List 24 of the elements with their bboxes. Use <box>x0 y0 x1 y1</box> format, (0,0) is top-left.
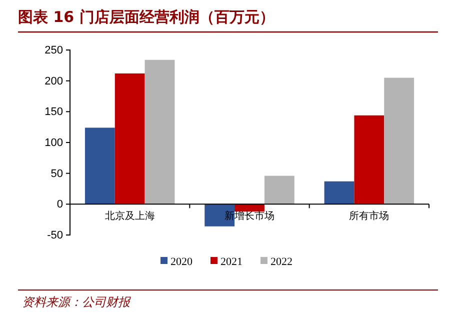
bar <box>144 60 175 204</box>
y-tick-label: 100 <box>44 137 63 150</box>
y-tick-label: 200 <box>44 75 63 88</box>
bar <box>354 115 384 204</box>
y-tick-label: 50 <box>50 168 63 180</box>
text: 资料来源：公司财报 <box>22 295 131 309</box>
y-tick-label: 250 <box>44 44 63 57</box>
bar <box>264 176 294 204</box>
chart-title: 图表 16 门店层面经营利润（百万元） <box>18 8 274 26</box>
x-tick-label: 新增长市场 <box>224 210 274 222</box>
bar <box>234 204 264 212</box>
y-tick-label: 150 <box>44 106 63 118</box>
y-tick-label: 0 <box>56 198 63 211</box>
bar <box>324 181 354 204</box>
legend-label: 2020 <box>170 256 193 268</box>
legend-label: 2022 <box>270 256 292 268</box>
bar <box>84 128 115 204</box>
x-tick-label: 所有市场 <box>349 210 390 222</box>
y-tick-label: -50 <box>47 230 63 242</box>
x-tick-label: 北京及上海 <box>104 210 155 222</box>
bar <box>114 73 145 204</box>
legend-label: 2021 <box>220 256 242 268</box>
bar <box>384 78 414 204</box>
bar <box>204 204 235 226</box>
